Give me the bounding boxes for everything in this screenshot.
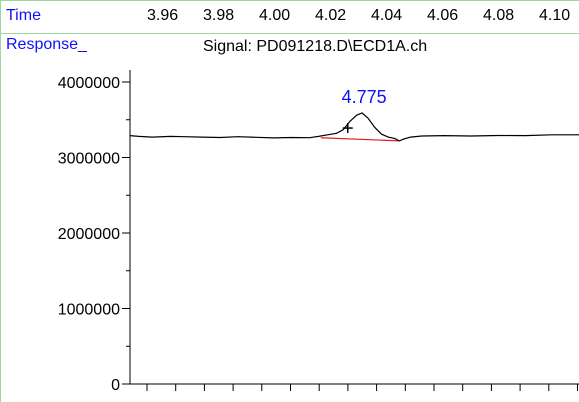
response-row-divider: [0, 33, 579, 34]
signal-title: Signal: PD091218.D\ECD1A.ch: [203, 38, 428, 55]
time-axis-label: Time: [6, 7, 41, 24]
time-tick-label: 3.98: [203, 7, 235, 24]
peak-retention-label: 4.775: [342, 87, 387, 107]
time-tick-label: 4.02: [315, 7, 347, 24]
y-tick-label: 4000000: [58, 75, 120, 92]
time-tick-label: 4.04: [371, 7, 403, 24]
y-tick-label: 2000000: [58, 226, 120, 243]
time-tick-label: 4.00: [259, 7, 291, 24]
y-tick-label: 1000000: [58, 302, 120, 319]
response-axis-label: Response_: [6, 36, 87, 53]
time-tick-label: 4.06: [427, 7, 459, 24]
left-border: [0, 0, 1, 402]
time-row-divider: [0, 0, 579, 1]
signal-trace: [129, 112, 579, 142]
y-tick-label: 3000000: [58, 151, 120, 168]
y-tick-label: 0: [111, 377, 120, 394]
time-tick-label: 4.08: [483, 7, 515, 24]
time-tick-label: 3.96: [147, 7, 179, 24]
peak-baseline: [320, 137, 400, 142]
time-tick-label: 4.10: [539, 7, 571, 24]
